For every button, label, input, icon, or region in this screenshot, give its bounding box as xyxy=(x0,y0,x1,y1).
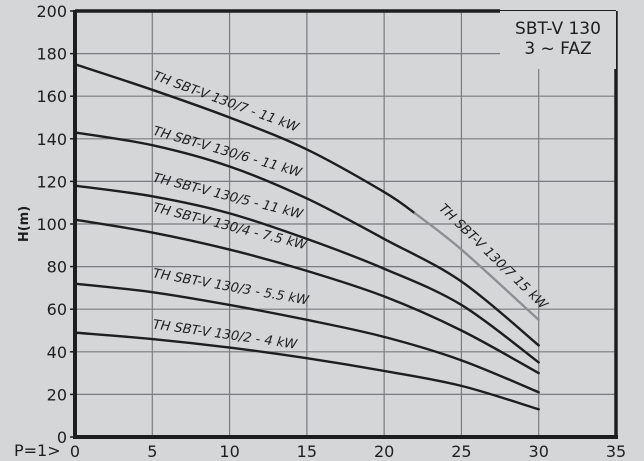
pump-curve xyxy=(413,212,540,322)
pump-curve xyxy=(73,218,540,375)
y-tick-label: 200 xyxy=(36,2,67,21)
x-tick-label: 30 xyxy=(529,442,549,461)
y-tick-label: 80 xyxy=(47,258,67,277)
x-prefix-label: P=1> xyxy=(14,441,61,460)
y-axis-label: H(m) xyxy=(17,206,32,242)
x-tick-label: 10 xyxy=(219,442,239,461)
y-tick-label: 180 xyxy=(36,45,67,64)
axes xyxy=(70,9,618,439)
pump-curve xyxy=(73,131,540,347)
chart-title: SBT-V 130 xyxy=(515,19,601,39)
y-tick-label: 140 xyxy=(36,130,67,149)
y-tick-label: 60 xyxy=(47,300,67,319)
title-box-bg xyxy=(500,11,616,69)
y-tick-label: 120 xyxy=(36,172,67,191)
pump-curve xyxy=(73,63,417,215)
y-tick-label: 20 xyxy=(47,385,67,404)
title-box: SBT-V 130 3 ~ FAZ xyxy=(500,11,616,69)
pump-curve xyxy=(73,184,540,364)
y-tick-label: 160 xyxy=(36,87,67,106)
pump-curve xyxy=(73,282,540,394)
x-tick-label: 5 xyxy=(147,442,157,461)
y-tick-label: 100 xyxy=(36,215,67,234)
x-tick-label: 20 xyxy=(374,442,394,461)
y-tick-label: 40 xyxy=(47,343,67,362)
tick-labels: 0 5 10 15 20 25 30 35 0 20 40 60 80 100 120 140 160 180 20… xyxy=(36,2,626,461)
pump-curve xyxy=(73,331,540,411)
y-tick-label: 0 xyxy=(57,428,67,447)
chart-subtitle: 3 ~ FAZ xyxy=(524,39,591,59)
x-tick-label: 0 xyxy=(70,442,80,461)
x-tick-label: 35 xyxy=(606,442,626,461)
x-tick-label: 25 xyxy=(451,442,471,461)
pump-curves xyxy=(73,63,540,411)
x-tick-label: 15 xyxy=(297,442,317,461)
